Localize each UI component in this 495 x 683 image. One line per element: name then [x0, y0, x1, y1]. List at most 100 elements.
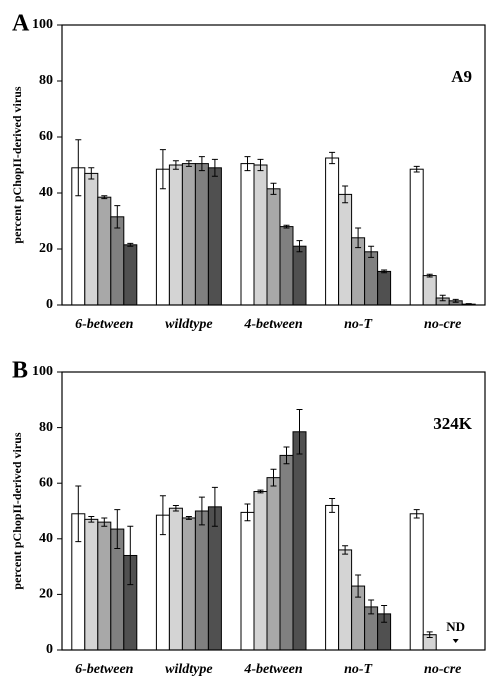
- error-bar: [413, 509, 420, 519]
- error-bar: [198, 496, 205, 526]
- error-bar: [159, 495, 166, 536]
- bar: [207, 506, 222, 651]
- error-bar: [368, 599, 375, 615]
- missing-label: ND: [446, 619, 465, 634]
- y-tick-label: 40: [39, 185, 53, 200]
- plot-frame: [61, 24, 486, 306]
- error-bar: [185, 516, 192, 520]
- error-bar: [172, 160, 179, 170]
- bar: [377, 270, 392, 306]
- x-tick-label: 4-between: [243, 662, 303, 677]
- y-tick-label: 80: [39, 73, 53, 88]
- y-axis-label: percent pChopII-derived virus: [10, 86, 24, 243]
- error-bar: [185, 160, 192, 167]
- y-tick-label: 0: [46, 642, 53, 657]
- x-tick-label: 6-between: [75, 662, 134, 677]
- bar: [266, 477, 281, 651]
- x-tick-label: 6-between: [75, 317, 134, 332]
- y-tick-label: 0: [46, 297, 53, 312]
- error-bar: [198, 156, 205, 172]
- bar: [110, 216, 125, 306]
- x-tick-label: no-cre: [424, 317, 461, 332]
- y-tick-label: 60: [39, 129, 53, 144]
- bar: [155, 514, 170, 651]
- error-bar: [329, 497, 336, 513]
- bar: [279, 454, 294, 651]
- panel-label: B: [12, 358, 28, 384]
- error-bar: [257, 489, 264, 494]
- error-bar: [257, 158, 264, 172]
- error-bar: [283, 446, 290, 465]
- error-bar: [368, 245, 375, 258]
- bar: [168, 164, 183, 306]
- bar: [364, 251, 379, 306]
- bar: [181, 163, 196, 306]
- bar: [253, 164, 268, 306]
- bar: [409, 513, 424, 651]
- error-bar: [88, 167, 95, 180]
- bar: [84, 518, 99, 651]
- error-bar: [101, 517, 108, 527]
- error-bar: [101, 195, 108, 200]
- plot-frame: [61, 371, 486, 651]
- error-bar: [342, 545, 349, 555]
- bar: [97, 521, 112, 651]
- bar: [240, 511, 255, 651]
- error-bar: [244, 503, 251, 522]
- bar: [123, 244, 138, 306]
- bar: [194, 163, 209, 306]
- error-bar: [426, 273, 433, 278]
- annotation: A9: [451, 67, 472, 86]
- error-bar: [426, 631, 433, 638]
- x-tick-label: no-cre: [424, 662, 461, 677]
- bar: [266, 188, 281, 306]
- annotation: 324K: [433, 414, 473, 433]
- bar: [338, 549, 353, 651]
- error-bar: [355, 574, 362, 598]
- error-bar: [342, 185, 349, 204]
- error-bar: [270, 182, 277, 195]
- bar: [292, 245, 307, 306]
- x-tick-label: wildtype: [165, 317, 212, 332]
- error-bar: [127, 242, 134, 247]
- bar: [338, 193, 353, 306]
- y-axis-label: percent pChopII-derived virus: [10, 432, 24, 589]
- error-bar: [88, 516, 95, 523]
- error-bar: [452, 298, 459, 303]
- error-bar: [283, 224, 290, 229]
- error-bar: [211, 486, 218, 527]
- error-bar: [211, 158, 218, 177]
- bar: [84, 172, 99, 306]
- x-tick-label: wildtype: [165, 662, 212, 677]
- bar: [155, 168, 170, 306]
- bar: [409, 168, 424, 306]
- panel-label: A: [12, 11, 30, 37]
- error-bar: [114, 509, 121, 550]
- missing-arrow: [452, 639, 459, 643]
- error-bar: [413, 165, 420, 173]
- bar: [168, 507, 183, 651]
- error-bar: [355, 227, 362, 249]
- error-bar: [244, 156, 251, 172]
- y-tick-label: 60: [39, 475, 53, 490]
- bar: [240, 163, 255, 306]
- error-bar: [381, 605, 388, 623]
- error-bar: [75, 139, 82, 197]
- error-bar: [329, 151, 336, 165]
- bar: [325, 504, 340, 651]
- bar: [279, 226, 294, 306]
- x-tick-label: no-T: [344, 662, 373, 677]
- y-tick-label: 20: [39, 241, 53, 256]
- error-bar: [75, 485, 82, 543]
- error-bar: [270, 468, 277, 487]
- error-bar: [127, 525, 134, 586]
- bar: [194, 510, 209, 651]
- bar: [181, 517, 196, 651]
- bar: [292, 431, 307, 651]
- error-bar: [439, 294, 446, 302]
- x-tick-label: 4-between: [243, 317, 303, 332]
- x-tick-label: no-T: [344, 317, 373, 332]
- y-tick-label: 40: [39, 531, 53, 546]
- error-bar: [381, 269, 388, 274]
